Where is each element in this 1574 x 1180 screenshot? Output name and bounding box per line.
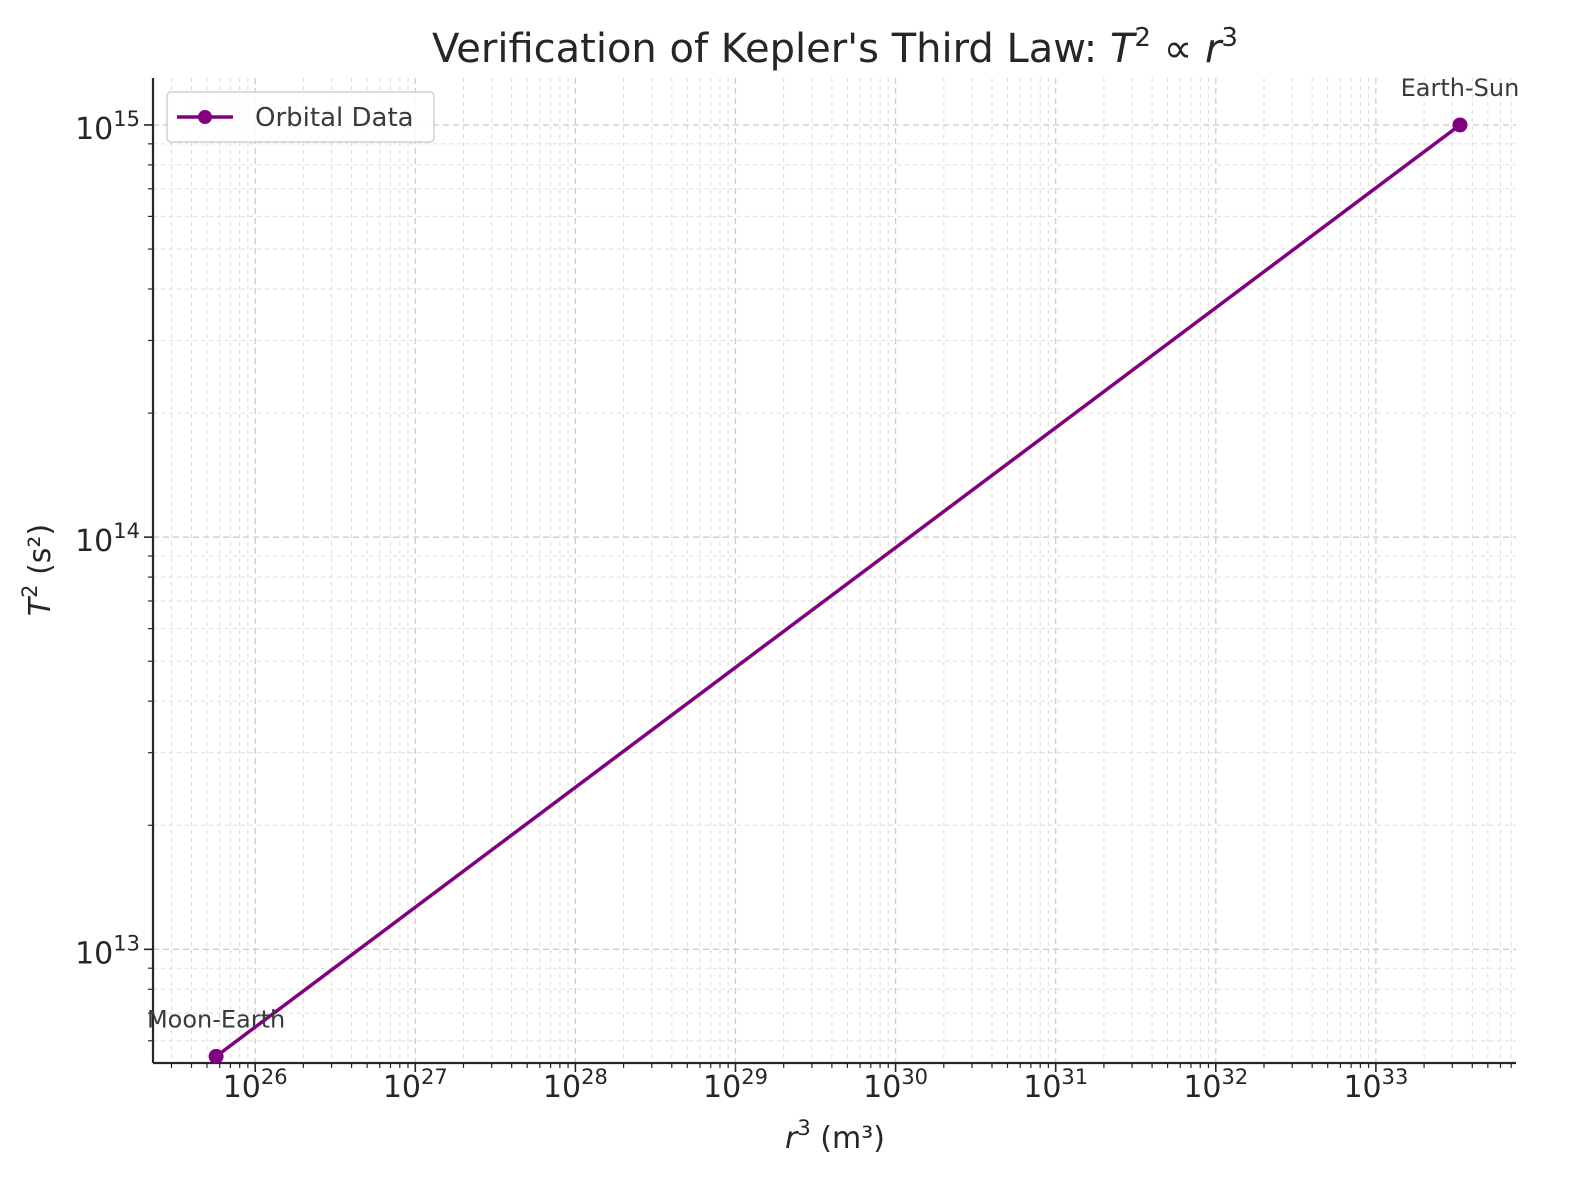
legend-dot-marker bbox=[198, 110, 212, 124]
x-axis-label: r3 (m³) bbox=[785, 1116, 885, 1156]
x-tick-label: 1028 bbox=[543, 1065, 608, 1105]
y-tick-base: 10 bbox=[75, 524, 113, 559]
x-label-exponent: 3 bbox=[797, 1116, 810, 1140]
x-label-r-symbol: r bbox=[785, 1121, 799, 1156]
x-tick-exponent: 26 bbox=[261, 1065, 288, 1089]
series-orbital-data bbox=[208, 117, 1468, 1064]
x-tick-exponent: 32 bbox=[1222, 1065, 1249, 1089]
x-tick-base: 10 bbox=[1343, 1070, 1381, 1105]
legend-entry-orbital-data: Orbital Data bbox=[255, 103, 414, 133]
y-tick-label: 1015 bbox=[75, 107, 140, 147]
x-label-unit: (m³) bbox=[811, 1121, 885, 1156]
y-tick-exponent: 13 bbox=[113, 931, 140, 955]
minor-grid bbox=[153, 78, 1516, 1063]
axis-ticks bbox=[144, 124, 1512, 1072]
x-tick-exponent: 33 bbox=[1382, 1065, 1409, 1089]
y-label-exponent: 2 bbox=[18, 584, 42, 597]
x-tick-base: 10 bbox=[1023, 1070, 1061, 1105]
x-tick-label: 1030 bbox=[863, 1065, 928, 1105]
x-tick-label: 1027 bbox=[383, 1065, 448, 1105]
major-grid bbox=[153, 78, 1516, 1063]
y-tick-exponent: 14 bbox=[113, 519, 140, 543]
x-tick-base: 10 bbox=[383, 1070, 421, 1105]
title-proportional-symbol: ∝ bbox=[1151, 26, 1205, 72]
x-tick-base: 10 bbox=[543, 1070, 581, 1105]
y-tick-label: 1013 bbox=[75, 931, 140, 971]
y-axis-label: T2 (s²) bbox=[18, 524, 58, 616]
legend-box bbox=[166, 91, 435, 143]
chart-title: Verification of Kepler's Third Law: T2 ∝… bbox=[432, 23, 1238, 72]
series-line bbox=[215, 123, 1462, 1058]
x-tick-base: 10 bbox=[703, 1070, 741, 1105]
x-tick-exponent: 28 bbox=[581, 1065, 608, 1089]
x-tick-label: 1029 bbox=[703, 1065, 768, 1105]
y-tick-base: 10 bbox=[75, 936, 113, 971]
x-tick-label: 1032 bbox=[1183, 1065, 1248, 1105]
data-point bbox=[208, 1048, 224, 1064]
y-tick-exponent: 15 bbox=[113, 107, 140, 131]
x-tick-base: 10 bbox=[223, 1070, 261, 1105]
title-r-symbol: r bbox=[1205, 26, 1224, 72]
title-t-exponent: 2 bbox=[1134, 23, 1151, 53]
point-annotations: Moon-Earth Earth-Sun bbox=[147, 74, 1519, 1033]
y-tick-base: 10 bbox=[75, 112, 113, 147]
y-label-unit: (s²) bbox=[23, 524, 58, 585]
data-point bbox=[1452, 117, 1468, 133]
x-tick-label: 1033 bbox=[1343, 1065, 1408, 1105]
x-tick-label: 1026 bbox=[223, 1065, 288, 1105]
legend: Orbital Data bbox=[166, 91, 435, 143]
x-tick-exponent: 30 bbox=[901, 1065, 928, 1089]
x-tick-base: 10 bbox=[863, 1070, 901, 1105]
x-tick-base: 10 bbox=[1183, 1070, 1221, 1105]
x-tick-exponent: 29 bbox=[741, 1065, 768, 1089]
point-label: Moon-Earth bbox=[147, 1005, 285, 1033]
title-r-exponent: 3 bbox=[1221, 23, 1238, 53]
y-tick-label: 1014 bbox=[75, 519, 140, 559]
title-t-symbol: T bbox=[1110, 26, 1138, 72]
point-label: Earth-Sun bbox=[1401, 74, 1520, 102]
y-label-t-symbol: T bbox=[23, 595, 58, 616]
chart-title-text: Verification of Kepler's Third Law: bbox=[432, 26, 1110, 72]
x-tick-exponent: 31 bbox=[1061, 1065, 1088, 1089]
x-tick-label: 1031 bbox=[1023, 1065, 1088, 1105]
x-tick-exponent: 27 bbox=[421, 1065, 448, 1089]
x-tick-labels: 1026 1027 1028 1029 1030 1031 1032 1033 bbox=[223, 1065, 1409, 1105]
